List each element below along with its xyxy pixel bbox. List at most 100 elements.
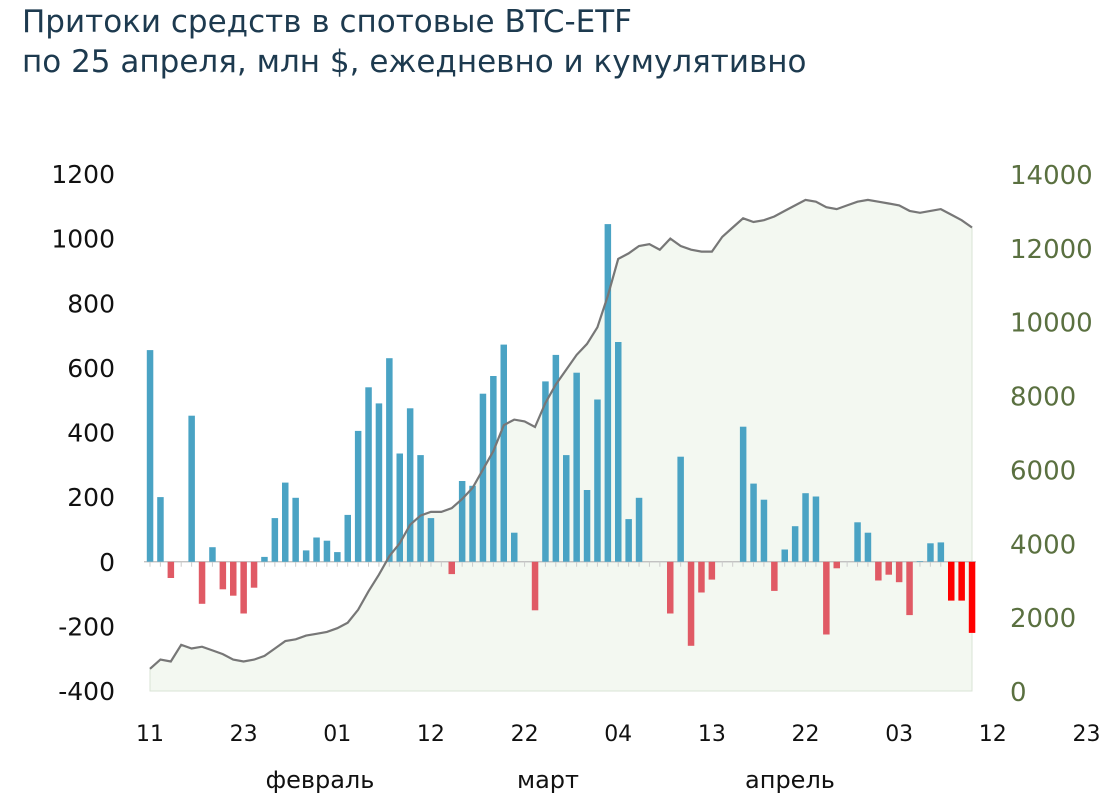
left-axis-tick-label: 600 bbox=[67, 354, 115, 383]
daily-flow-bar bbox=[937, 542, 945, 562]
daily-flow-bar bbox=[781, 549, 788, 562]
daily-flow-bar bbox=[968, 561, 976, 633]
right-axis: 0 2000 4000 6000 8000 10000 12000 14000 bbox=[1010, 161, 1093, 708]
daily-flow-bar bbox=[895, 561, 903, 583]
right-axis-tick-label: 12000 bbox=[1010, 235, 1093, 265]
daily-flow-bar bbox=[552, 354, 560, 562]
x-axis-tick-label: 13 bbox=[698, 722, 726, 747]
daily-flow-bar bbox=[739, 426, 747, 562]
daily-flow-bar bbox=[344, 514, 351, 562]
daily-flow-bar bbox=[583, 490, 591, 562]
daily-flow-bar bbox=[427, 518, 435, 562]
daily-flow-bar bbox=[479, 393, 487, 562]
daily-flow-bar bbox=[448, 561, 455, 575]
month-labels: февраль март апрель bbox=[266, 766, 835, 794]
daily-flow-bar bbox=[282, 482, 289, 562]
daily-flow-bar bbox=[854, 522, 861, 562]
daily-flow-bar bbox=[823, 561, 830, 635]
daily-flow-bar bbox=[864, 532, 872, 562]
daily-flow-bar bbox=[948, 561, 955, 601]
daily-flow-bar bbox=[802, 493, 809, 562]
x-axis-tick-label: 22 bbox=[511, 722, 539, 747]
daily-flow-bar bbox=[292, 497, 299, 562]
month-label: март bbox=[517, 766, 579, 794]
daily-flow-bar bbox=[625, 519, 632, 562]
daily-flow-bar bbox=[240, 561, 247, 614]
daily-flow-bar bbox=[198, 561, 206, 604]
daily-flow-bar bbox=[458, 481, 466, 562]
daily-flow-bar bbox=[760, 499, 768, 562]
daily-flow-bar bbox=[188, 415, 195, 562]
daily-flow-bar bbox=[677, 456, 684, 562]
daily-flow-bar bbox=[750, 483, 757, 562]
daily-flow-bar bbox=[594, 399, 601, 562]
daily-flow-bar bbox=[698, 561, 705, 593]
daily-flow-bar bbox=[490, 376, 497, 562]
x-axis-tick-label: 03 bbox=[885, 722, 913, 747]
daily-flow-bar bbox=[365, 387, 372, 562]
daily-flow-bar bbox=[500, 344, 507, 562]
x-axis-tick-label: 23 bbox=[1073, 722, 1101, 747]
title-line-1: Притоки средств в спотовые BTC-ETF bbox=[22, 4, 633, 40]
left-axis-tick-label: 400 bbox=[67, 419, 115, 448]
daily-flow-bar bbox=[885, 561, 892, 575]
right-axis-tick-label: 2000 bbox=[1010, 604, 1076, 634]
daily-flow-bar bbox=[261, 556, 268, 562]
daily-flow-bar bbox=[771, 561, 778, 591]
right-axis-tick-label: 0 bbox=[1010, 678, 1027, 708]
daily-flow-bar bbox=[354, 430, 362, 562]
daily-flow-bar bbox=[906, 561, 913, 616]
x-axis-tick-label: 22 bbox=[792, 722, 820, 747]
daily-flow-bar bbox=[708, 561, 716, 580]
daily-flow-bar bbox=[250, 561, 258, 588]
left-axis: -400 -200 0 200 400 600 800 1000 1200 bbox=[51, 160, 115, 706]
daily-flow-bar bbox=[313, 537, 320, 562]
daily-flow-bar bbox=[542, 381, 549, 562]
daily-flow-bar bbox=[271, 518, 279, 562]
left-axis-tick-label: -200 bbox=[58, 612, 115, 641]
daily-flow-bar bbox=[209, 547, 216, 562]
daily-flow-bar bbox=[604, 224, 612, 562]
month-label: апрель bbox=[745, 766, 835, 794]
right-axis-tick-label: 14000 bbox=[1010, 161, 1093, 191]
daily-flow-bar bbox=[687, 561, 695, 646]
x-axis-tick-label: 12 bbox=[979, 722, 1007, 747]
chart-title: Притоки средств в спотовые BTC-ETF по 25… bbox=[22, 2, 1092, 82]
cumulative-area bbox=[149, 199, 973, 692]
daily-flow-bar bbox=[302, 550, 310, 562]
cumulative-line bbox=[149, 198, 973, 670]
daily-flow-bar bbox=[417, 455, 424, 562]
daily-flow-bar bbox=[833, 561, 840, 569]
daily-flow-bar bbox=[157, 497, 164, 562]
daily-flow-bar bbox=[219, 561, 227, 590]
daily-flow-bar bbox=[916, 561, 924, 562]
daily-flow-bar bbox=[375, 403, 383, 562]
x-axis-tick-label: 11 bbox=[136, 722, 164, 747]
daily-flow-bar bbox=[386, 358, 393, 562]
x-axis-tick-label: 12 bbox=[417, 722, 445, 747]
left-axis-tick-label: 0 bbox=[99, 548, 115, 577]
daily-flow-bar bbox=[531, 561, 539, 611]
daily-flow-bar bbox=[323, 540, 331, 562]
x-axis-tick-label: 04 bbox=[604, 722, 632, 747]
x-axis-tick-label: 01 bbox=[323, 722, 351, 747]
daily-flow-bar bbox=[230, 561, 237, 596]
daily-flow-bar bbox=[167, 561, 175, 578]
right-axis-tick-label: 4000 bbox=[1010, 530, 1076, 560]
daily-flow-bar bbox=[406, 408, 414, 562]
cumulative-line-layer bbox=[149, 198, 973, 670]
daily-bars-layer bbox=[146, 224, 976, 646]
daily-flow-bar bbox=[469, 485, 476, 562]
daily-flow-bar bbox=[563, 455, 570, 562]
daily-flow-bar bbox=[635, 497, 643, 562]
daily-flow-bar bbox=[667, 561, 674, 614]
daily-flow-bar bbox=[511, 532, 518, 562]
daily-flow-bar bbox=[573, 372, 580, 562]
x-axis-tick-label: 23 bbox=[230, 722, 258, 747]
left-axis-tick-label: 800 bbox=[67, 289, 115, 318]
daily-flow-bar bbox=[791, 526, 799, 562]
daily-flow-bar bbox=[927, 543, 934, 562]
daily-flow-bar bbox=[334, 552, 341, 562]
left-axis-tick-label: 200 bbox=[67, 483, 115, 512]
right-axis-tick-label: 8000 bbox=[1010, 383, 1076, 413]
